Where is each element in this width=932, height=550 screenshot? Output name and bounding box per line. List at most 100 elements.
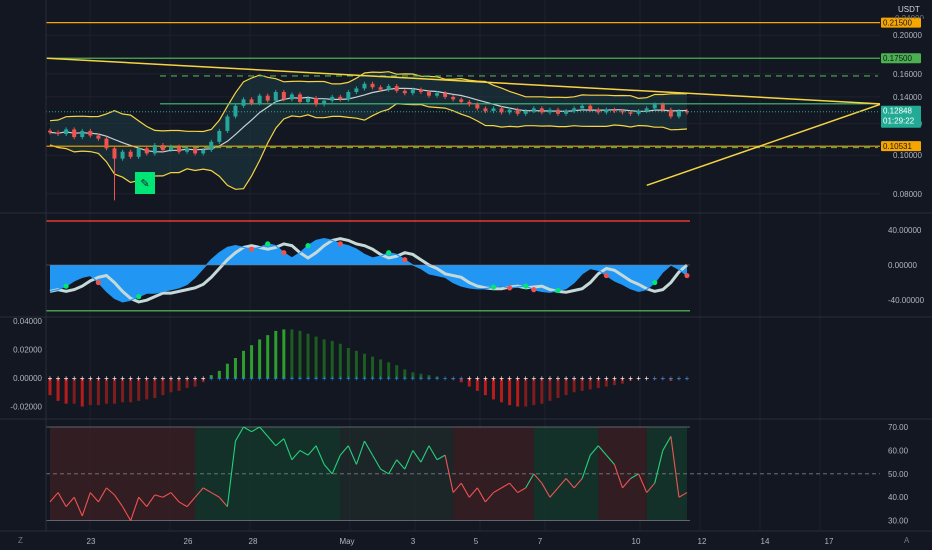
candle-body[interactable] (177, 146, 182, 152)
rsi-line-segment[interactable] (275, 438, 285, 447)
candle-body[interactable] (338, 96, 343, 100)
candle-body[interactable] (362, 83, 367, 89)
rsi-line-segment[interactable] (363, 440, 374, 456)
rsi-line-segment[interactable] (267, 436, 277, 447)
pane-dividers[interactable] (0, 0, 932, 532)
rsi-line-segment[interactable] (291, 450, 301, 461)
candle-body[interactable] (112, 148, 117, 159)
rsi-line-segment[interactable] (89, 492, 99, 503)
zoom-toggle[interactable]: Z (18, 536, 23, 545)
cross-dot[interactable] (265, 241, 271, 247)
candle-body[interactable] (370, 83, 375, 88)
rsi-line-segment[interactable] (638, 473, 648, 493)
candle-body[interactable] (265, 95, 270, 101)
rsi-line-segment[interactable] (170, 492, 180, 503)
rsi-line-segment[interactable] (355, 440, 365, 465)
candle-body[interactable] (104, 138, 109, 149)
candle-body[interactable] (451, 96, 456, 100)
rsi-line-segment[interactable] (299, 449, 309, 456)
cross-dot[interactable] (652, 279, 658, 286)
candle-body[interactable] (209, 141, 214, 151)
rsi-line-segment[interactable] (73, 497, 83, 517)
candle-body[interactable] (580, 105, 585, 109)
rsi-panel[interactable]: 70.00 60.00 50.00 40.00 30.00 (46, 423, 909, 526)
rsi-line-segment[interactable] (202, 487, 212, 494)
rsi-line-segment[interactable] (388, 459, 398, 475)
candle-body[interactable] (306, 98, 311, 102)
auto-scale-toggle[interactable]: A (904, 536, 910, 545)
trendline[interactable] (46, 57, 881, 105)
rsi-line-segment[interactable] (485, 492, 494, 503)
rsi-line-segment[interactable] (654, 450, 664, 484)
candle-body[interactable] (193, 148, 198, 154)
cross-dot[interactable] (507, 285, 513, 291)
candle-body[interactable] (475, 104, 480, 109)
cross-dot[interactable] (402, 257, 408, 263)
rsi-line-segment[interactable] (178, 501, 188, 508)
rsi-line-segment[interactable] (194, 487, 204, 498)
rsi-line-segment[interactable] (678, 492, 688, 498)
rsi-line-segment[interactable] (428, 445, 438, 461)
candle-body[interactable] (507, 109, 512, 113)
candle-body[interactable] (660, 104, 665, 110)
cross-dot[interactable] (95, 279, 101, 286)
rsi-line-segment[interactable] (307, 445, 317, 456)
wave-trend-panel[interactable]: 40.00000 0.00000 -40.00000 (46, 220, 925, 312)
candle-body[interactable] (596, 109, 601, 113)
candle-body[interactable] (48, 130, 52, 133)
candle-body[interactable] (168, 146, 173, 151)
candle-body[interactable] (152, 145, 157, 154)
rsi-line-segment[interactable] (613, 464, 624, 489)
rsi-line-segment[interactable] (412, 450, 422, 463)
candle-body[interactable] (201, 150, 206, 154)
candle-body[interactable] (136, 148, 141, 157)
rsi-line-segment[interactable] (210, 492, 220, 498)
cross-dot[interactable] (248, 246, 255, 252)
rsi-line-segment[interactable] (662, 436, 672, 451)
candle-body[interactable] (636, 111, 641, 114)
cross-dot[interactable] (603, 272, 609, 279)
candle-body[interactable] (491, 108, 496, 112)
candle-body[interactable] (225, 116, 230, 131)
rsi-line-segment[interactable] (146, 494, 156, 507)
candle-body[interactable] (410, 89, 415, 94)
rsi-line-segment[interactable] (323, 464, 333, 475)
cross-dot[interactable] (136, 294, 142, 300)
rsi-line-segment[interactable] (339, 445, 349, 456)
candle-body[interactable] (572, 108, 577, 112)
candle-body[interactable] (56, 132, 61, 134)
rsi-line-segment[interactable] (630, 473, 639, 479)
rsi-line-segment[interactable] (114, 494, 124, 507)
cross-dot[interactable] (523, 283, 529, 289)
rsi-line-segment[interactable] (331, 454, 341, 475)
candle-body[interactable] (426, 92, 431, 96)
rsi-line-segment[interactable] (589, 445, 599, 456)
rsi-line-segment[interactable] (380, 468, 389, 475)
candle-body[interactable] (297, 94, 302, 102)
candle-body[interactable] (676, 111, 681, 117)
rsi-line-segment[interactable] (436, 454, 446, 461)
cross-dot[interactable] (490, 284, 497, 290)
rsi-line-segment[interactable] (404, 450, 414, 470)
candle-body[interactable] (72, 129, 77, 138)
candle-body[interactable] (668, 109, 673, 117)
candle-body[interactable] (217, 130, 222, 142)
candle-body[interactable] (64, 129, 69, 134)
candle-body[interactable] (322, 100, 327, 105)
candle-body[interactable] (96, 135, 101, 139)
rsi-line-segment[interactable] (218, 496, 228, 507)
candle-body[interactable] (160, 145, 165, 151)
trendline[interactable] (646, 103, 881, 187)
candle-body[interactable] (418, 89, 423, 93)
rsi-line-segment[interactable] (243, 426, 252, 433)
candle-body[interactable] (80, 130, 85, 138)
cross-dot[interactable] (555, 287, 561, 294)
candle-body[interactable] (257, 95, 262, 104)
rsi-line-segment[interactable] (122, 506, 132, 521)
rsi-line-segment[interactable] (444, 454, 454, 493)
candle-body[interactable] (588, 105, 593, 110)
rsi-line-segment[interactable] (372, 454, 382, 470)
cross-dot[interactable] (305, 243, 311, 249)
candle-body[interactable] (467, 101, 472, 105)
rsi-line-segment[interactable] (420, 445, 430, 463)
